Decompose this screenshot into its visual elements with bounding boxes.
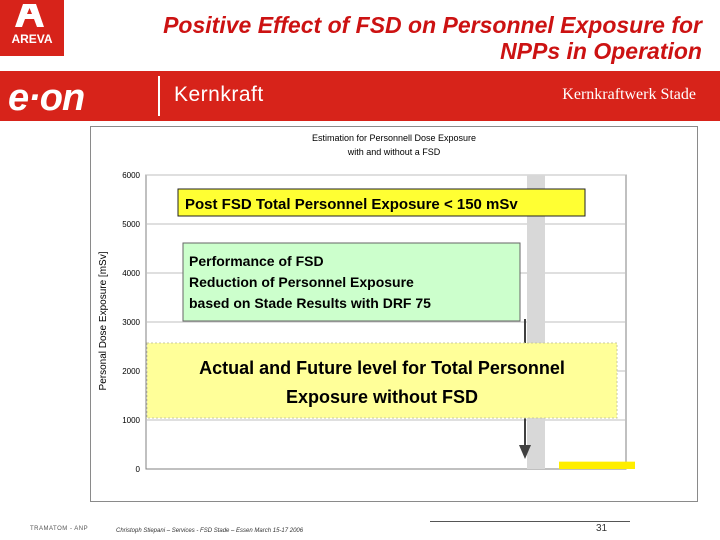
y-tick-label: 6000 [122,171,140,180]
eon-banner [0,71,720,121]
chart-title-line1: Estimation for Personnell Dose Exposure [312,133,476,143]
y-tick-label: 0 [136,465,141,474]
y-tick-label: 2000 [122,367,140,376]
performance-line2: Reduction of Personnel Exposure [189,274,414,290]
eon-subtitle: Kernkraft [174,83,264,106]
y-tick-label: 4000 [122,269,140,278]
performance-line1: Performance of FSD [189,253,324,269]
bar [527,175,545,469]
post-fsd-text: Post FSD Total Personnel Exposure < 150 … [185,196,518,213]
chart-title-line2: with and without a FSD [347,147,441,157]
y-tick-label: 3000 [122,318,140,327]
actual-level-line2: Exposure without FSD [286,387,478,407]
eon-divider [158,76,160,116]
y-tick-label: 5000 [122,220,140,229]
post-fsd-box [177,188,586,217]
bar [559,461,635,469]
y-tick-label: 1000 [122,416,140,425]
footer-citation: Christoph Stiepani – Services - FSD Stad… [116,528,304,534]
areva-logo: AREVA [0,0,64,56]
eon-logo: e·on [8,77,85,119]
performance-box [182,242,521,322]
y-axis-label: Personal Dose Exposure [mSv] [98,251,109,390]
slide-title: Positive Effect of FSD on Personnel Expo… [90,12,702,64]
areva-logo-text: AREVA [11,32,52,46]
page-number: 31 [596,523,608,534]
footer-rule [430,521,630,522]
actual-level-box [146,342,618,419]
reduction-arrow-head [519,445,531,459]
slide-title-line2: NPPs in Operation [500,38,702,64]
chart-frame: Estimation for Personnell Dose Exposure … [90,126,698,502]
dose-exposure-chart: Estimation for Personnell Dose Exposure … [98,133,635,474]
footer-company: TRAMATOM - ANP [30,526,89,532]
actual-level-line1: Actual and Future level for Total Person… [199,358,565,378]
performance-line3: based on Stade Results with DRF 75 [189,295,431,311]
slide-title-line1: Positive Effect of FSD on Personnel Expo… [163,12,702,38]
plant-name: Kernkraftwerk Stade [562,86,696,103]
